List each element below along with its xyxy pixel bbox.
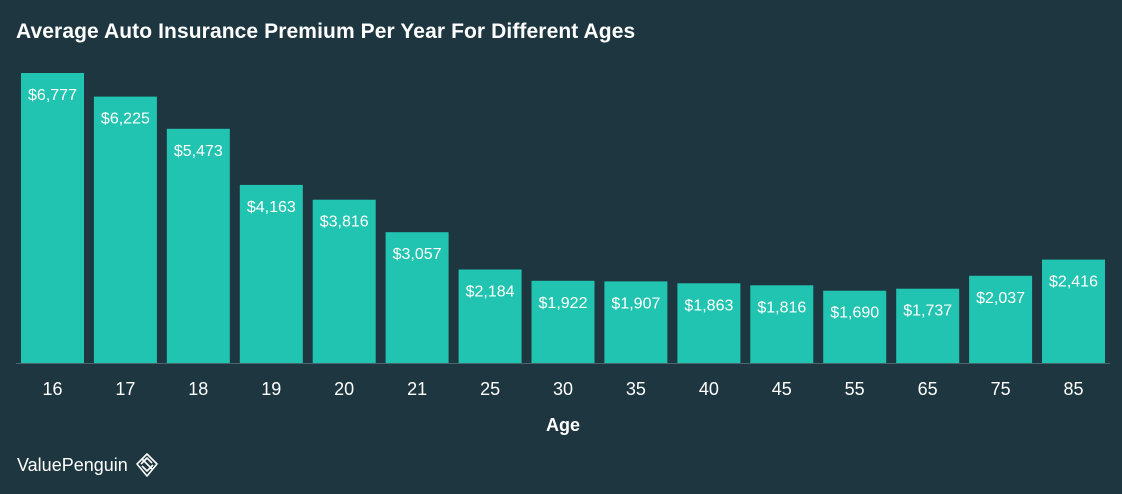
x-tick-label: 18 [188, 379, 208, 399]
x-tick-label: 85 [1063, 379, 1083, 399]
bar-16 [21, 73, 84, 363]
bar-25 [458, 269, 522, 363]
bar-75 [969, 275, 1033, 363]
x-tick-label: 17 [115, 379, 135, 399]
bar-value-label: $1,863 [684, 297, 733, 314]
bar-value-label: $6,225 [101, 111, 150, 128]
bar-21 [385, 232, 449, 363]
x-axis-label: Age [546, 415, 580, 435]
bar-value-label: $1,907 [611, 295, 660, 312]
bar-value-label: $1,922 [539, 295, 588, 312]
bar-85 [1042, 259, 1105, 363]
bar-value-label: $2,037 [976, 290, 1025, 307]
chart-title: Average Auto Insurance Premium Per Year … [16, 20, 636, 43]
bar-value-label: $1,690 [830, 305, 879, 322]
bar-value-label: $2,184 [466, 284, 515, 301]
bar-30 [531, 280, 595, 363]
x-tick-group: 16 17 18 19 20 21 25 30 35 40 45 55 65 75 85 [42, 379, 1083, 399]
bar-value-label: $1,816 [757, 299, 806, 316]
valuepenguin-logo-icon [135, 453, 158, 477]
brand-name: ValuePenguin [17, 454, 128, 475]
bar-value-label: $1,737 [903, 303, 952, 320]
x-tick-label: 65 [918, 379, 938, 399]
bar-value-label: $5,473 [174, 143, 223, 160]
bar-20 [312, 199, 376, 363]
x-tick-label: 35 [626, 379, 646, 399]
x-tick-label: 75 [991, 379, 1011, 399]
x-tick-label: 30 [553, 379, 573, 399]
bar-value-label: $2,416 [1049, 274, 1098, 291]
x-tick-label: 45 [772, 379, 792, 399]
bar-group: $6,777 $6,225 $5,473 $4,163 $3,816 $3,057 $2,1… [21, 73, 1105, 363]
bar-35 [604, 281, 668, 363]
bar-17 [93, 96, 157, 363]
bar-18 [166, 128, 230, 363]
bar-45 [750, 285, 814, 363]
x-tick-label: 21 [407, 379, 427, 399]
bar-65 [896, 288, 960, 363]
bar-value-label: $3,816 [320, 214, 369, 231]
x-tick-label: 40 [699, 379, 719, 399]
x-tick-label: 19 [261, 379, 281, 399]
bar-value-label: $6,777 [28, 87, 77, 104]
bar-value-label: $3,057 [393, 246, 442, 263]
x-tick-label: 55 [845, 379, 865, 399]
x-tick-label: 20 [334, 379, 354, 399]
x-tick-label: 16 [42, 379, 62, 399]
bar-19 [239, 184, 303, 363]
x-tick-label: 25 [480, 379, 500, 399]
bar-40 [677, 283, 741, 363]
brand-logo: ValuePenguin [17, 450, 160, 480]
bar-value-label: $4,163 [247, 199, 296, 216]
bar-55 [823, 290, 887, 363]
